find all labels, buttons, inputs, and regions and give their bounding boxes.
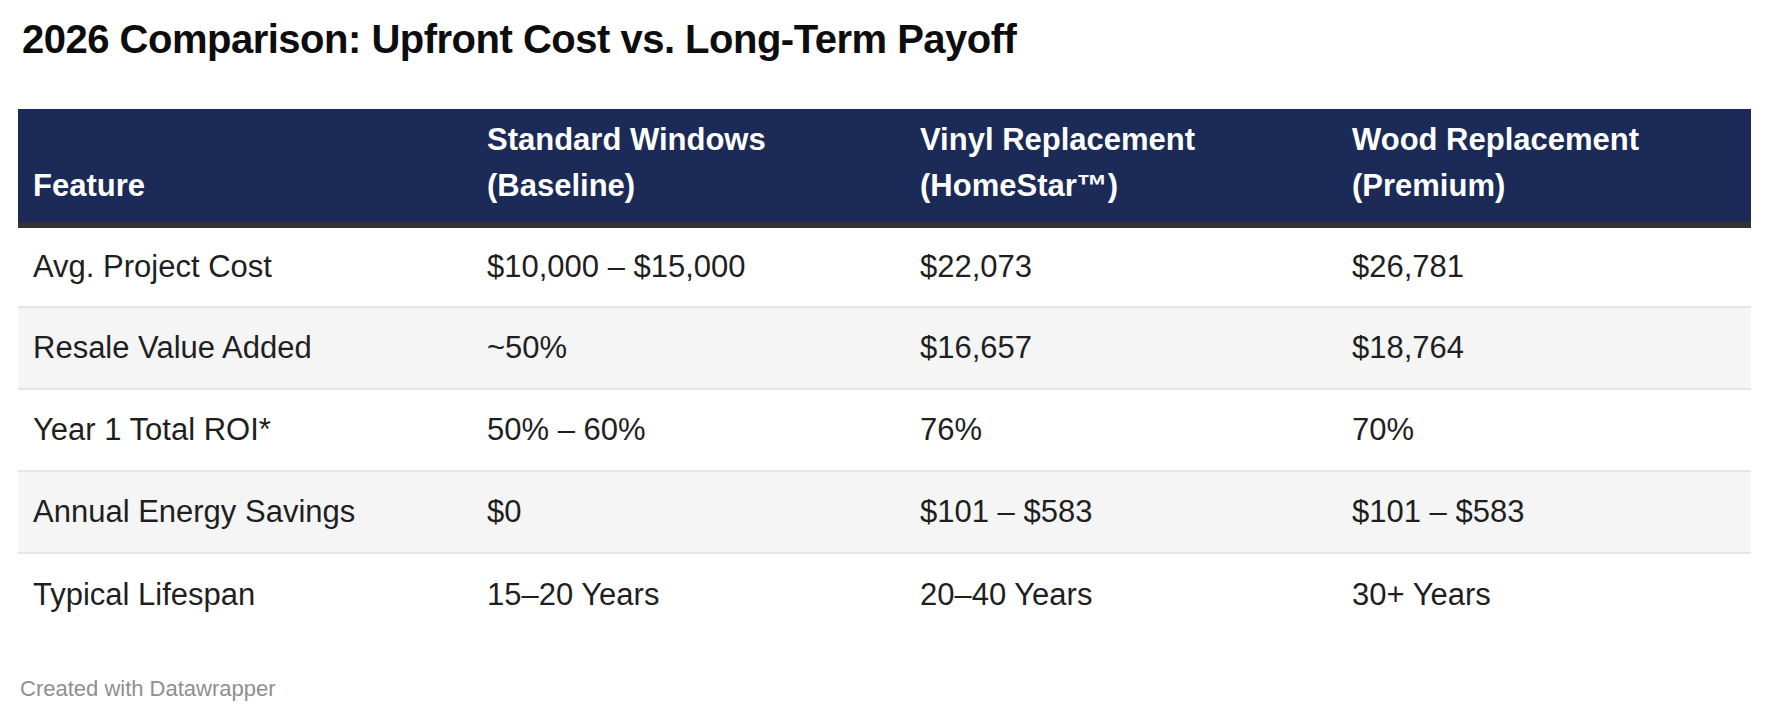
header-row: Feature Standard Windows (Baseline) Viny… bbox=[18, 109, 1751, 225]
datawrapper-table-page: 2026 Comparison: Upfront Cost vs. Long-T… bbox=[0, 0, 1772, 724]
table-cell: ~50% bbox=[472, 307, 905, 389]
datawrapper-credit-link[interactable]: Created with Datawrapper bbox=[20, 676, 276, 702]
table-cell: 50% – 60% bbox=[472, 389, 905, 471]
table-cell: $22,073 bbox=[905, 225, 1337, 307]
row-label: Year 1 Total ROI* bbox=[18, 389, 472, 471]
table-row-year1-total-roi: Year 1 Total ROI* 50% – 60% 76% 70% bbox=[18, 389, 1751, 471]
table-cell: $101 – $583 bbox=[905, 471, 1337, 553]
column-header-line: (HomeStar™) bbox=[920, 163, 1322, 209]
row-label: Typical Lifespan bbox=[18, 553, 472, 635]
table-cell: 20–40 Years bbox=[905, 553, 1337, 635]
comparison-table: Feature Standard Windows (Baseline) Viny… bbox=[18, 109, 1751, 635]
page-title: 2026 Comparison: Upfront Cost vs. Long-T… bbox=[22, 14, 1016, 64]
column-header-standard-windows: Standard Windows (Baseline) bbox=[472, 109, 905, 225]
row-label: Annual Energy Savings bbox=[18, 471, 472, 553]
column-header-line: Feature bbox=[33, 163, 457, 209]
table-row-avg-project-cost: Avg. Project Cost $10,000 – $15,000 $22,… bbox=[18, 225, 1751, 307]
column-header-line: (Baseline) bbox=[487, 163, 890, 209]
table-cell: 15–20 Years bbox=[472, 553, 905, 635]
table-cell: $16,657 bbox=[905, 307, 1337, 389]
table-cell: 30+ Years bbox=[1337, 553, 1751, 635]
table-cell: 70% bbox=[1337, 389, 1751, 471]
column-header-vinyl-replacement: Vinyl Replacement (HomeStar™) bbox=[905, 109, 1337, 225]
table-container: Feature Standard Windows (Baseline) Viny… bbox=[18, 109, 1751, 635]
table-cell: $26,781 bbox=[1337, 225, 1751, 307]
column-header-line: (Premium) bbox=[1352, 163, 1736, 209]
table-cell: $18,764 bbox=[1337, 307, 1751, 389]
column-header-feature: Feature bbox=[18, 109, 472, 225]
column-header-line: Standard Windows bbox=[487, 117, 890, 163]
table-row-typical-lifespan: Typical Lifespan 15–20 Years 20–40 Years… bbox=[18, 553, 1751, 635]
table-cell: 76% bbox=[905, 389, 1337, 471]
row-label: Resale Value Added bbox=[18, 307, 472, 389]
table-row-annual-energy-savings: Annual Energy Savings $0 $101 – $583 $10… bbox=[18, 471, 1751, 553]
column-header-line: Wood Replacement bbox=[1352, 117, 1736, 163]
column-header-wood-replacement: Wood Replacement (Premium) bbox=[1337, 109, 1751, 225]
table-row-resale-value-added: Resale Value Added ~50% $16,657 $18,764 bbox=[18, 307, 1751, 389]
table-cell: $10,000 – $15,000 bbox=[472, 225, 905, 307]
table-cell: $101 – $583 bbox=[1337, 471, 1751, 553]
row-label: Avg. Project Cost bbox=[18, 225, 472, 307]
column-header-line: Vinyl Replacement bbox=[920, 117, 1322, 163]
table-cell: $0 bbox=[472, 471, 905, 553]
